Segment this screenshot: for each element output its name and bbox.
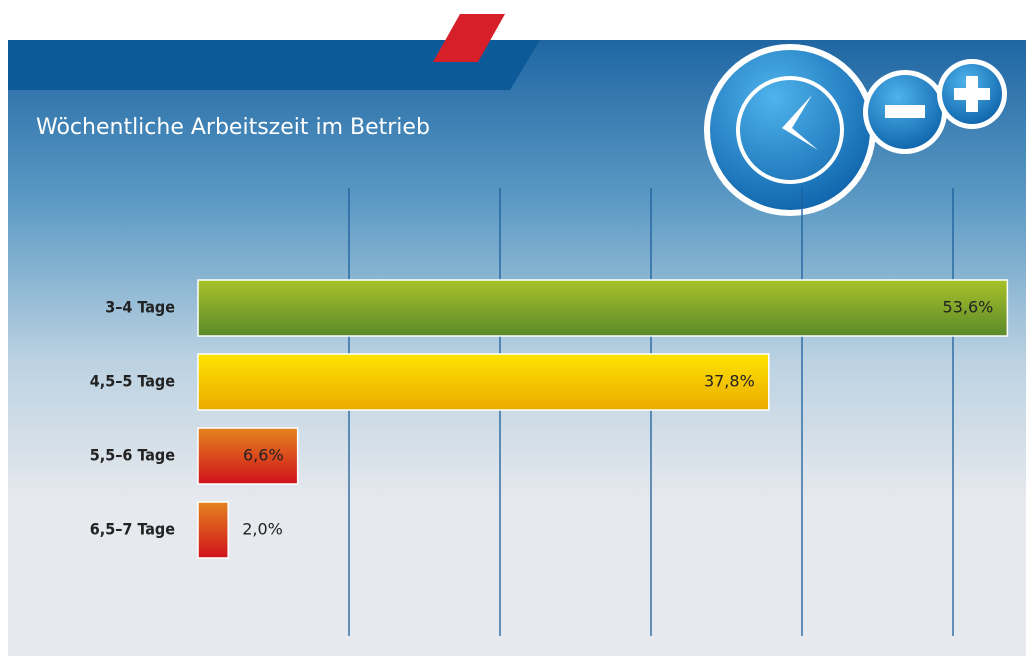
value-label: 53,6% (943, 298, 994, 317)
category-label: 3–4 Tage (105, 298, 175, 317)
value-label: 6,6% (243, 446, 284, 465)
value-label: 37,8% (704, 372, 755, 391)
value-label: 2,0% (242, 520, 283, 539)
bar (197, 279, 1009, 337)
bar (197, 501, 229, 559)
bar (197, 353, 770, 411)
category-label: 4,5–5 Tage (90, 372, 175, 391)
bar (197, 427, 299, 485)
category-label: 5,5–6 Tage (90, 446, 175, 465)
category-label: 6,5–7 Tage (90, 520, 175, 539)
chart-title: Wöchentliche Arbeitszeit im Betrieb (36, 115, 430, 140)
clock-icon (704, 44, 1007, 216)
